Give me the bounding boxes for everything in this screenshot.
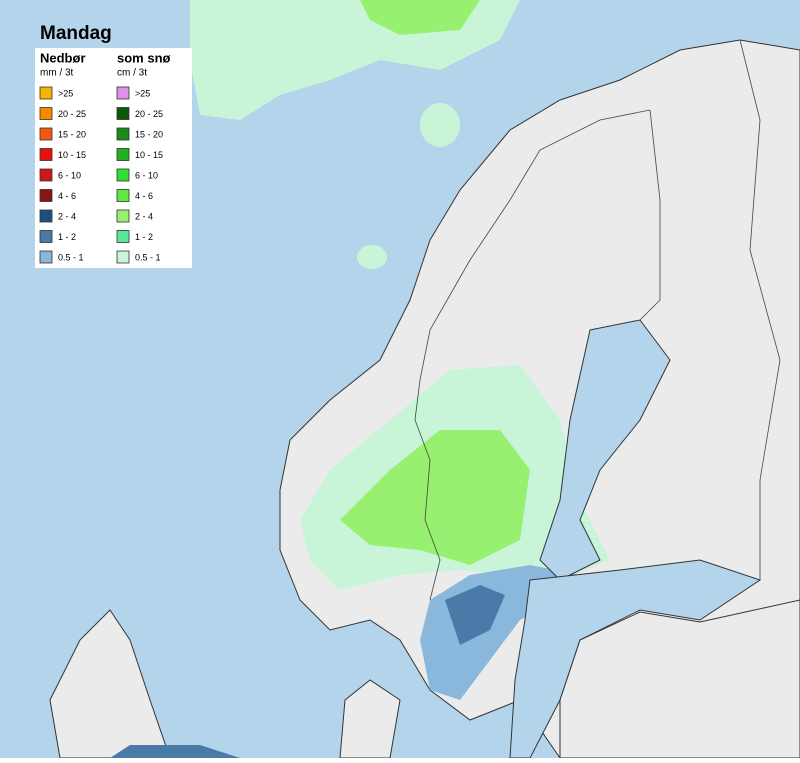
legend-swatch: [116, 86, 130, 100]
legend-swatch: [116, 209, 130, 223]
legend-swatch: [39, 168, 53, 182]
land: [559, 599, 800, 759]
border: [739, 39, 781, 580]
title: Mandag: [40, 23, 112, 44]
legend-label: 20 - 25: [58, 109, 86, 119]
legend-label: >25: [58, 88, 73, 98]
legend-swatch: [116, 148, 130, 161]
legend-label: 1 - 2: [135, 232, 153, 242]
legend-title: Nedbør: [40, 50, 86, 65]
precip-area: [360, 0, 480, 35]
legend-swatch: [116, 230, 130, 243]
legend-label: 15 - 20: [135, 129, 163, 139]
precip-area: [445, 585, 505, 645]
legend-label: 15 - 20: [58, 129, 86, 139]
legend-label: 20 - 25: [135, 109, 163, 119]
legend-label: 4 - 6: [135, 191, 153, 201]
legend-swatch: [116, 168, 130, 182]
legend-label: 2 - 4: [58, 211, 76, 221]
legend-label: 1 - 2: [58, 232, 76, 242]
legend-label: 6 - 10: [58, 170, 81, 180]
precip-area: [420, 103, 460, 147]
precip-area: [357, 245, 387, 269]
legend-swatch: [39, 86, 53, 100]
legend-label: 0.5 - 1: [135, 252, 161, 262]
legend-swatch: [39, 230, 53, 243]
legend-box: [35, 48, 192, 268]
legend-unit: cm / 3t: [117, 68, 147, 79]
precip-area: [110, 745, 240, 758]
legend-items: >25 20 - 25 15 - 20 10 - 15 6 - 10 4 - 6 2 - 4…: [39, 86, 163, 264]
legend-label: 10 - 15: [135, 150, 163, 160]
legend-swatch: [39, 148, 53, 161]
legend-title: som snø: [117, 50, 171, 65]
legend-swatch: [116, 189, 130, 202]
legend-label: 10 - 15: [58, 150, 86, 160]
border: [419, 109, 651, 381]
legend-unit: mm / 3t: [40, 68, 74, 79]
legend-label: 6 - 10: [135, 170, 158, 180]
gulf-of-bothnia: [539, 319, 671, 581]
legend-label: 4 - 6: [58, 191, 76, 201]
legend-swatch: [39, 209, 53, 223]
legend-swatch: [39, 250, 53, 264]
legend-swatch: [116, 127, 130, 141]
border: [414, 379, 441, 601]
legend-swatch: [116, 250, 130, 264]
legend-swatch: [39, 127, 53, 141]
border: [639, 109, 661, 321]
legend-label: 0.5 - 1: [58, 252, 84, 262]
legend-label: >25: [135, 88, 150, 98]
legend-swatch: [116, 107, 130, 120]
legend-swatch: [39, 189, 53, 202]
legend-swatch: [39, 107, 53, 120]
precip-area: [340, 430, 530, 565]
legend-label: 2 - 4: [135, 211, 153, 221]
